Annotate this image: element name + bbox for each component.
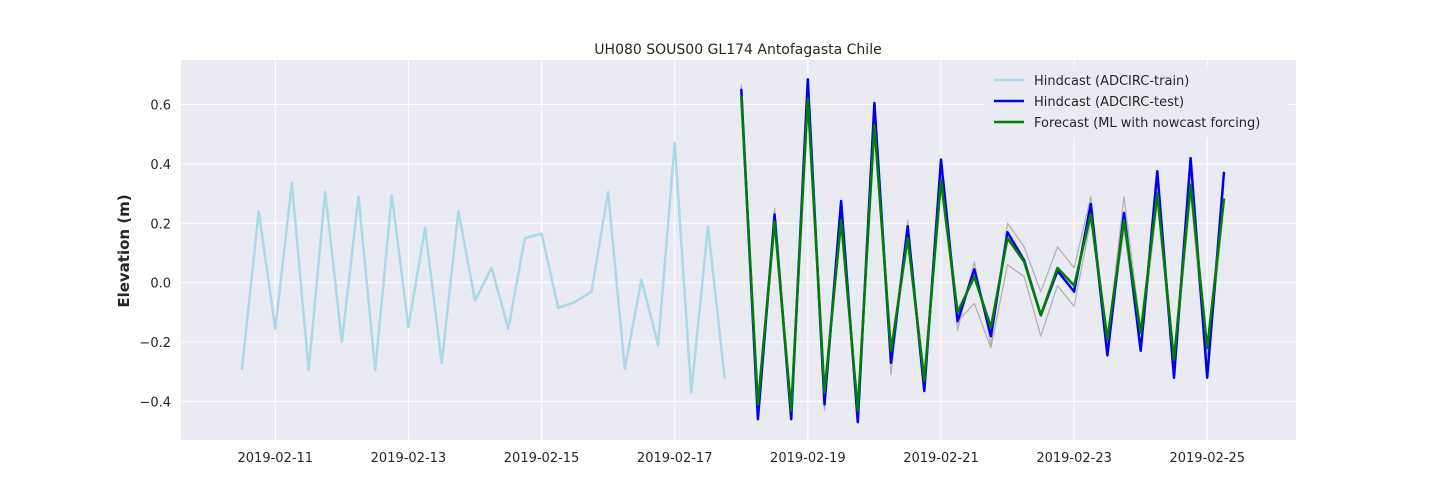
legend-label-forecast: Forecast (ML with nowcast forcing) bbox=[1034, 116, 1260, 131]
legend-label-test: Hindcast (ADCIRC-test) bbox=[1034, 95, 1184, 110]
y-tick-label: 0.4 bbox=[150, 158, 171, 173]
series-line-forecast bbox=[740, 95, 1226, 412]
legend: Hindcast (ADCIRC-train) Hindcast (ADCIRC… bbox=[984, 66, 1288, 138]
x-tick-label: 2019-02-11 bbox=[238, 451, 314, 466]
chart-title: UH080 SOUS00 GL174 Antofagasta Chile bbox=[594, 42, 881, 58]
y-tick-label: −0.4 bbox=[139, 395, 171, 410]
y-axis-label: Elevation (m) bbox=[115, 194, 133, 307]
x-tick-label: 2019-02-17 bbox=[637, 451, 713, 466]
x-tick-label: 2019-02-23 bbox=[1036, 451, 1112, 466]
x-tick-label: 2019-02-15 bbox=[504, 451, 580, 466]
x-axis-ticks: 2019-02-11 2019-02-13 2019-02-15 2019-02-17… bbox=[238, 451, 1246, 466]
data-series bbox=[240, 78, 1226, 424]
legend-label-train: Hindcast (ADCIRC-train) bbox=[1034, 74, 1189, 89]
y-axis-ticks: −0.4 −0.2 0.0 0.2 0.4 0.6 bbox=[139, 99, 171, 411]
x-tick-label: 2019-02-13 bbox=[371, 451, 447, 466]
y-tick-label: 0.0 bbox=[150, 277, 171, 292]
series-line-train bbox=[240, 141, 726, 394]
y-tick-label: 0.6 bbox=[150, 99, 171, 114]
x-tick-label: 2019-02-19 bbox=[770, 451, 846, 466]
y-tick-label: −0.2 bbox=[139, 336, 171, 351]
y-tick-label: 0.2 bbox=[150, 217, 171, 232]
legend-box bbox=[984, 66, 1288, 138]
x-tick-label: 2019-02-25 bbox=[1169, 451, 1245, 466]
x-tick-label: 2019-02-21 bbox=[903, 451, 979, 466]
